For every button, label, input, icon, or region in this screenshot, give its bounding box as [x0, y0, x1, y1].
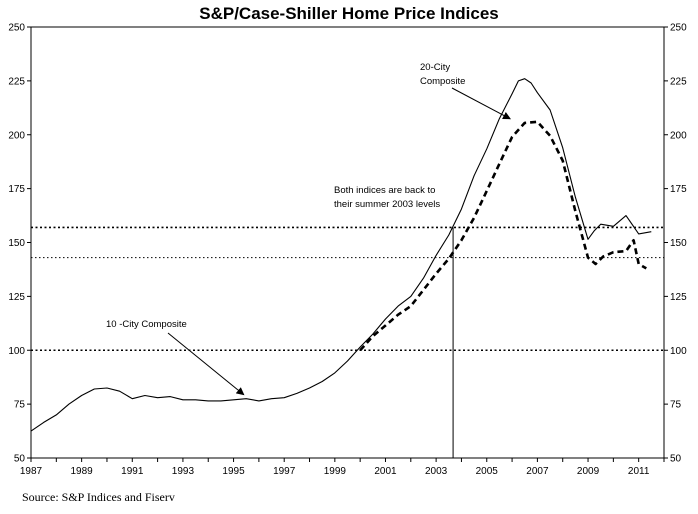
y-tick-label-left: 100: [8, 346, 25, 357]
y-tick-label-left: 150: [8, 238, 25, 249]
y-tick-label-left: 200: [8, 130, 25, 141]
x-tick-label: 1991: [121, 466, 144, 477]
series-line-10-city: [30, 78, 652, 432]
y-tick-label-right: 175: [670, 184, 687, 195]
x-tick-label: 2003: [425, 466, 448, 477]
annotation-20-city-label: Composite: [420, 76, 465, 87]
y-tick-label-left: 225: [8, 76, 25, 87]
annotation-10-city-arrow: [167, 332, 245, 396]
annotation-summer-2003-label: Both indices are back to: [334, 185, 435, 196]
annotation-20-city-label: 20-City: [420, 62, 450, 73]
x-tick-label: 2009: [577, 466, 600, 477]
x-tick-label: 2005: [476, 466, 499, 477]
x-tick-label: 1993: [172, 466, 195, 477]
x-tick-label: 1999: [324, 466, 347, 477]
annotation-20-city-arrow: [451, 87, 511, 120]
annotation-summer-2003-label: their summer 2003 levels: [334, 199, 440, 210]
y-tick-label-right: 250: [670, 23, 687, 34]
y-tick-label-left: 175: [8, 184, 25, 195]
x-tick-label: 2011: [628, 466, 650, 477]
y-tick-label-right: 50: [670, 454, 682, 465]
chart-title: S&P/Case-Shiller Home Price Indices: [199, 4, 499, 23]
x-tick-label: 2007: [526, 466, 549, 477]
y-tick-label-right: 100: [670, 346, 687, 357]
y-tick-label-right: 150: [670, 238, 687, 249]
x-tick-label: 1995: [222, 466, 245, 477]
series-line-20-city: [359, 120, 647, 352]
y-tick-label-left: 250: [8, 23, 25, 34]
y-tick-label-right: 225: [670, 76, 687, 87]
x-tick-label: 1989: [71, 466, 94, 477]
y-tick-label-left: 125: [8, 292, 25, 303]
x-tick-label: 2001: [374, 466, 397, 477]
plot-frame: [30, 26, 665, 459]
annotation-10-city-label: 10 -City Composite: [106, 319, 187, 330]
y-tick-label-right: 125: [670, 292, 687, 303]
x-tick-label: 1987: [20, 466, 43, 477]
y-tick-label-right: 200: [670, 130, 687, 141]
y-tick-label-left: 75: [14, 400, 26, 411]
source-note: Source: S&P Indices and Fiserv: [22, 490, 175, 504]
y-tick-label-right: 75: [670, 400, 682, 411]
x-tick-label: 1997: [273, 466, 296, 477]
y-tick-label-left: 50: [14, 454, 26, 465]
